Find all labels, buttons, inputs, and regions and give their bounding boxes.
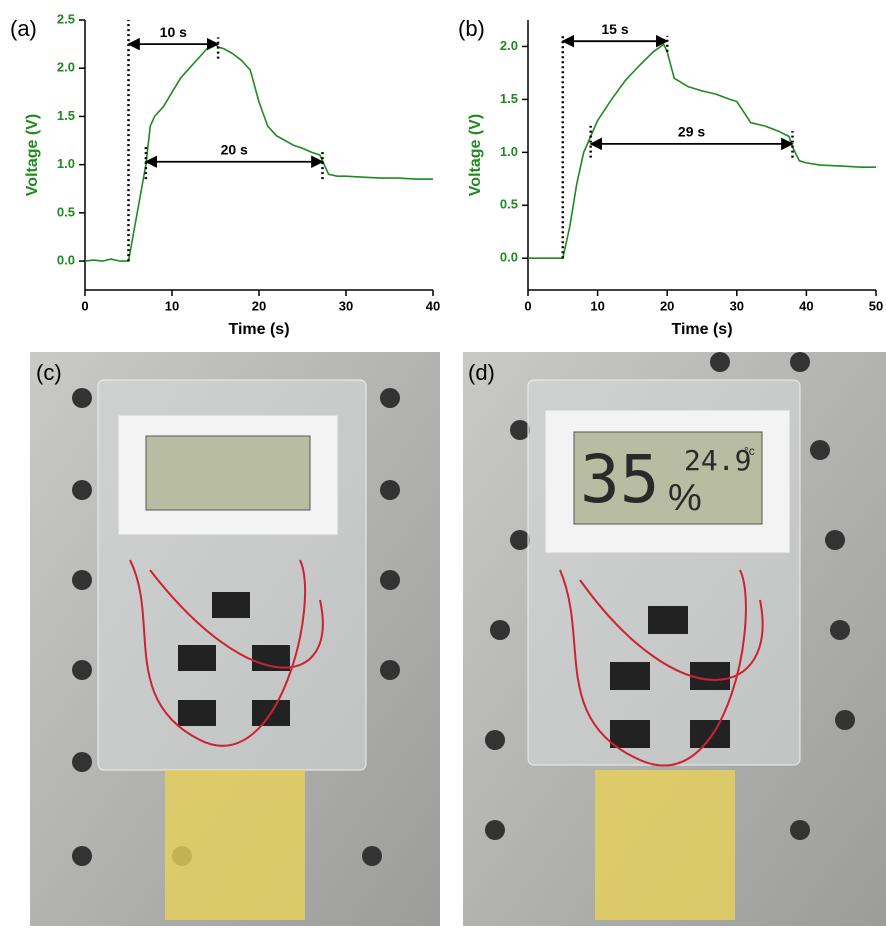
y-tick-label: 1.5 [500,91,518,106]
x-tick-label: 0 [524,298,531,313]
y-tick-label: 2.0 [57,60,75,75]
chips [178,592,290,726]
photo: 35 % 24.9 °c (d) [463,352,886,926]
wires [559,569,764,767]
panel-label: (a) [10,16,37,41]
duration-label: 10 s [160,24,187,40]
lcd-temperature-unit: °c [744,444,755,458]
tape [595,770,735,920]
lcd [573,431,763,525]
x-tick-label: 20 [660,298,674,313]
pegboard-holes [485,352,855,840]
y-tick-label: 1.5 [57,108,75,123]
x-tick-label: 50 [869,298,883,313]
tape [165,770,305,920]
duration-label: 15 s [601,21,628,37]
x-tick-label: 0 [81,298,88,313]
y-tick-label: 0.0 [57,253,75,268]
x-axis-label: Time (s) [671,321,732,338]
x-axis-label: Time (s) [228,321,289,338]
y-tick-label: 2.5 [57,11,75,26]
x-tick-label: 20 [252,298,266,313]
photo: (c) [30,352,440,926]
x-tick-label: 10 [165,298,179,313]
x-tick-label: 40 [426,298,440,313]
x-tick-label: 40 [799,298,813,313]
y-axis-label: Voltage (V) [467,114,484,196]
y-tick-label: 1.0 [500,144,518,159]
lcd [145,435,311,511]
y-tick-label: 0.5 [57,204,75,219]
duration-label: 20 s [221,141,248,157]
y-tick-label: 1.0 [57,156,75,171]
y-tick-label: 2.0 [500,38,518,53]
chips [610,606,730,748]
y-axis-label: Voltage (V) [24,114,41,196]
x-tick-label: 30 [339,298,353,313]
lcd-humidity: 35 [580,441,659,518]
x-tick-label: 10 [590,298,604,313]
panel-label: (b) [458,16,485,41]
voltage-line [528,43,876,259]
lcd-unit: % [668,477,702,519]
panel-label: (c) [36,360,62,385]
voltage-line [84,43,433,262]
y-tick-label: 0.5 [500,197,518,212]
x-tick-label: 30 [730,298,744,313]
y-tick-label: 0.0 [500,250,518,265]
duration-label: 29 s [678,124,705,140]
panel-label: (d) [468,360,495,385]
wires [129,559,324,747]
lcd-temperature: 24.9 [684,444,751,477]
